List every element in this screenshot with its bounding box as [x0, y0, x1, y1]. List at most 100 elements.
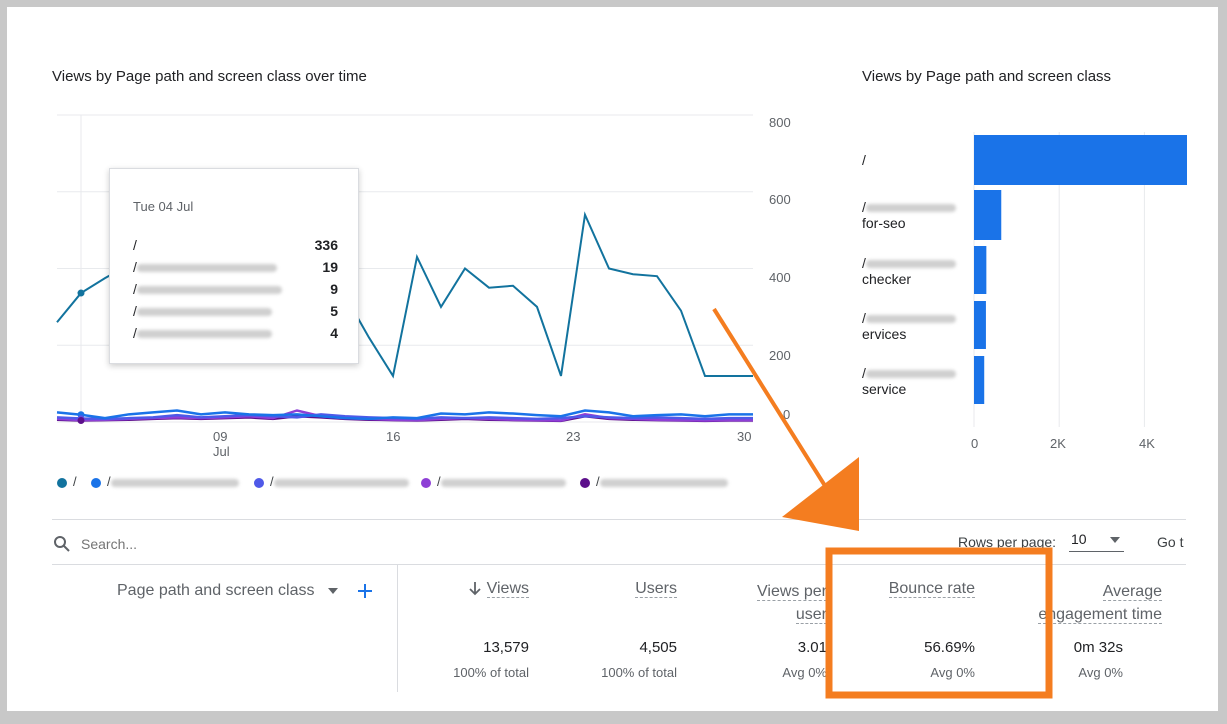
- go-to-label: Go t: [1157, 534, 1184, 550]
- users-total-sub: 100% of total: [601, 665, 677, 680]
- bar: [974, 246, 987, 294]
- rows-per-page-value: 10: [1071, 531, 1087, 547]
- bar-label: /: [862, 152, 866, 168]
- views-total-sub: 100% of total: [453, 665, 529, 680]
- legend-item[interactable]: /: [254, 474, 409, 490]
- bar: [974, 356, 985, 404]
- dimension-header[interactable]: Page path and screen class: [117, 582, 315, 599]
- column-divider: [397, 565, 398, 692]
- tooltip-value: 4: [330, 325, 338, 341]
- redacted-text: [865, 260, 956, 269]
- bar: [974, 190, 1002, 240]
- rows-per-page-label: Rows per page:: [958, 534, 1057, 550]
- dimension-dropdown-icon[interactable]: [328, 588, 338, 594]
- bounce-rate-sub: Avg 0%: [930, 665, 975, 680]
- redacted-text: [136, 286, 282, 295]
- tooltip-row: / 4: [133, 325, 338, 345]
- redacted-text: [865, 204, 956, 213]
- tooltip-label: /: [133, 259, 277, 275]
- hover-point: [77, 289, 85, 297]
- chart-tooltip: Tue 04 Jul / 336 / 19 / 9 / 5 / 4: [109, 168, 359, 364]
- y-tick-600: 600: [769, 192, 791, 207]
- redacted-text: [440, 478, 566, 487]
- legend-item[interactable]: /: [580, 474, 728, 490]
- tooltip-row: / 5: [133, 303, 338, 323]
- views-per-user-total: 3.01: [797, 639, 827, 656]
- tooltip-value: 5: [330, 303, 338, 319]
- tooltip-value: 19: [322, 259, 338, 275]
- tooltip-value: 9: [330, 281, 338, 297]
- divider: [52, 519, 1186, 520]
- divider: [52, 564, 1186, 565]
- search-icon: [54, 536, 70, 552]
- legend-item[interactable]: /: [91, 474, 239, 490]
- bar-label: / checker: [862, 255, 956, 287]
- engagement-time-total: 0m 32s: [1073, 639, 1123, 656]
- bar: [974, 135, 1187, 185]
- bar-x-tick-2k: 2K: [1050, 436, 1066, 451]
- add-dimension-icon[interactable]: [358, 584, 372, 598]
- annotation-arrow-head: [782, 457, 859, 531]
- rows-per-page-select[interactable]: 10: [1069, 529, 1124, 552]
- tooltip-label: /: [133, 281, 282, 297]
- views-per-user-sub: Avg 0%: [782, 665, 827, 680]
- hover-point: [77, 416, 85, 424]
- column-header-engagement-time[interactable]: Average engagement time: [1038, 583, 1162, 624]
- tooltip-row: / 9: [133, 281, 338, 301]
- highlight-box: [825, 547, 1053, 699]
- redacted-text: [865, 370, 956, 379]
- y-tick-0: 0: [783, 407, 791, 422]
- legend-label: /: [107, 474, 111, 489]
- x-tick-09: 09: [213, 429, 228, 444]
- redacted-text: [136, 308, 272, 317]
- legend-swatch: [421, 477, 431, 488]
- column-header-views[interactable]: Views: [427, 580, 529, 598]
- bar-x-tick-0: 0: [971, 436, 979, 451]
- column-header-views-per-user[interactable]: Views per user: [757, 583, 827, 624]
- legend-item[interactable]: /: [57, 474, 77, 490]
- column-header-bounce-rate[interactable]: Bounce rate: [888, 580, 975, 598]
- legend-swatch: [57, 477, 67, 488]
- chevron-down-icon: [1110, 537, 1120, 543]
- redacted-text: [273, 478, 409, 487]
- legend-swatch: [254, 477, 264, 488]
- bar-chart[interactable]: [957, 117, 1187, 427]
- y-tick-200: 200: [769, 348, 791, 363]
- legend-swatch: [580, 477, 590, 488]
- engagement-time-sub: Avg 0%: [1078, 665, 1123, 680]
- redacted-text: [865, 315, 956, 324]
- bounce-rate-total: 56.69%: [924, 639, 975, 656]
- x-tick-16: 16: [386, 429, 401, 444]
- x-tick-month: Jul: [213, 444, 230, 459]
- legend-label: /: [437, 474, 441, 489]
- bar: [974, 301, 986, 349]
- views-total: 13,579: [483, 639, 529, 656]
- report-card: Views by Page path and screen class over…: [7, 7, 1218, 711]
- legend-item[interactable]: /: [421, 474, 566, 490]
- sort-arrow-down-icon: [468, 581, 481, 596]
- bar-x-tick-4k: 4K: [1139, 436, 1155, 451]
- legend-swatch: [91, 477, 101, 488]
- redacted-text: [136, 330, 272, 339]
- legend-label: /: [270, 474, 274, 489]
- line-chart-title: Views by Page path and screen class over…: [52, 68, 367, 85]
- series-line-1: [56, 409, 753, 421]
- x-tick-23: 23: [566, 429, 581, 444]
- x-tick-30: 30: [737, 429, 752, 444]
- bar-label: / ervices: [862, 310, 956, 342]
- line-chart[interactable]: [7, 7, 787, 477]
- tooltip-row: / 336: [133, 237, 338, 257]
- redacted-text: [110, 478, 239, 487]
- column-header-users[interactable]: Users: [635, 580, 677, 598]
- bar-chart-title: Views by Page path and screen class: [862, 68, 1112, 85]
- redacted-text: [136, 264, 277, 273]
- tooltip-label: /: [133, 325, 272, 341]
- tooltip-label: /: [133, 303, 272, 319]
- tooltip-row: / 19: [133, 259, 338, 279]
- bar-label: / service: [862, 365, 956, 397]
- tooltip-date: Tue 04 Jul: [133, 199, 194, 214]
- users-total: 4,505: [639, 639, 677, 656]
- y-tick-800: 800: [769, 115, 791, 130]
- redacted-text: [599, 478, 728, 487]
- search-input[interactable]: [79, 533, 383, 555]
